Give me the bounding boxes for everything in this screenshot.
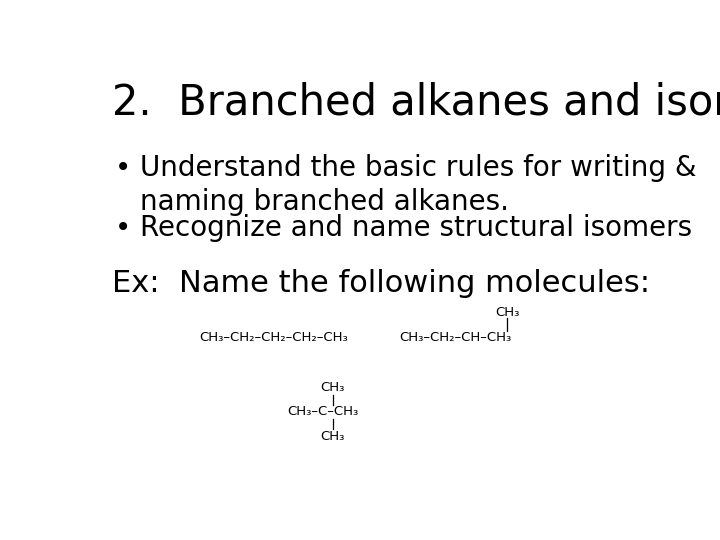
Text: •: • — [115, 214, 131, 242]
Text: Recognize and name structural isomers: Recognize and name structural isomers — [140, 214, 693, 242]
Text: naming branched alkanes.: naming branched alkanes. — [140, 188, 509, 217]
Text: CH₃: CH₃ — [495, 306, 520, 319]
Text: CH₃–CH₂–CH₂–CH₂–CH₃: CH₃–CH₂–CH₂–CH₂–CH₃ — [199, 330, 348, 343]
Text: CH₃: CH₃ — [320, 430, 345, 443]
Text: Ex:  Name the following molecules:: Ex: Name the following molecules: — [112, 268, 650, 298]
Text: Understand the basic rules for writing &: Understand the basic rules for writing & — [140, 154, 697, 182]
Text: CH₃: CH₃ — [320, 381, 345, 394]
Text: CH₃–CH₂–CH–CH₃: CH₃–CH₂–CH–CH₃ — [400, 330, 512, 343]
Text: CH₃–C–CH₃: CH₃–C–CH₃ — [287, 406, 359, 419]
Text: •: • — [115, 154, 131, 182]
Text: 2.  Branched alkanes and isomers: 2. Branched alkanes and isomers — [112, 82, 720, 124]
